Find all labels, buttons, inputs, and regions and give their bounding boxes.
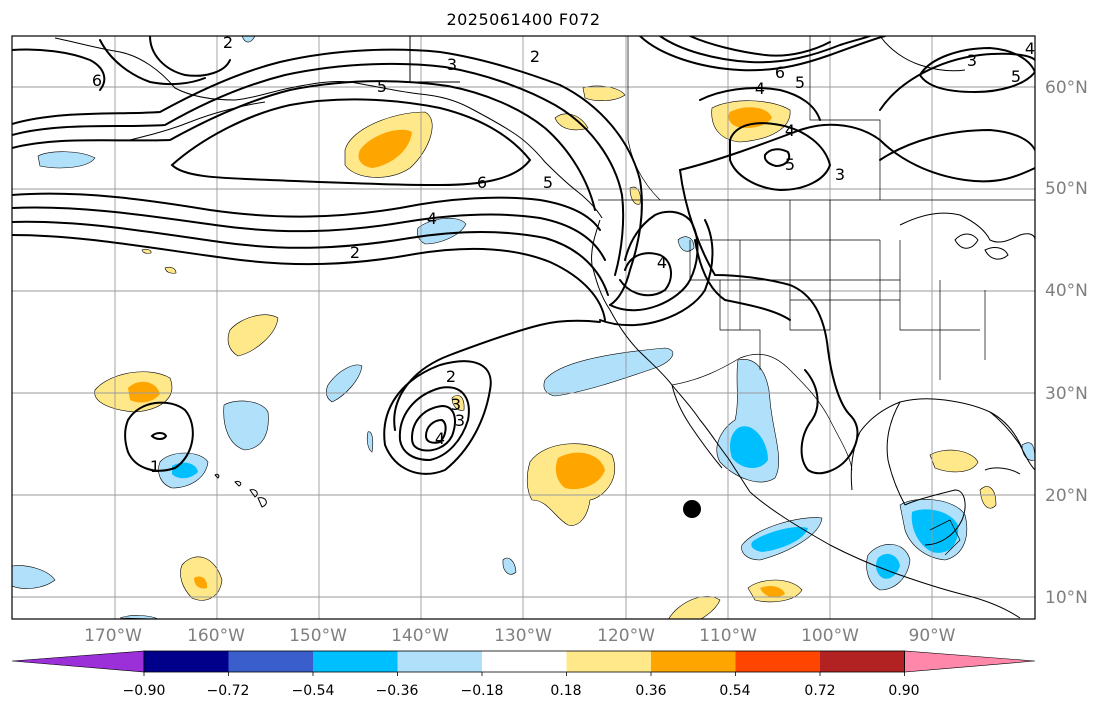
map-frame <box>11 35 1036 620</box>
lon-label: 120°W <box>597 626 655 646</box>
positive-anomaly-strong <box>194 576 208 589</box>
colorbar-tick-label: 0.90 <box>888 683 920 699</box>
contour-label: 4 <box>1025 39 1035 58</box>
anomaly-shading <box>12 36 1035 619</box>
contour-label: 3 <box>967 51 977 70</box>
contour-label: 4 <box>755 79 765 98</box>
positive-anomaly <box>582 85 626 101</box>
lat-label: 10°N <box>1045 588 1088 608</box>
lat-label: 60°N <box>1045 78 1088 98</box>
lon-label: 150°W <box>289 626 347 646</box>
lon-label: 140°W <box>391 626 449 646</box>
contour-label: 4 <box>435 429 445 448</box>
negative-anomaly <box>502 557 517 575</box>
colorbar-tick-label: −0.18 <box>460 683 504 699</box>
contour-lines <box>12 36 1035 475</box>
contour-label: 6 <box>775 63 785 82</box>
contour-label: 5 <box>543 173 553 192</box>
contour-label: 6 <box>92 71 102 90</box>
contour-label: 3 <box>455 411 465 430</box>
negative-anomaly-strong <box>751 526 808 552</box>
lon-label: 90°W <box>908 626 956 646</box>
positive-anomaly <box>164 266 177 274</box>
contour-label: 4 <box>785 121 795 140</box>
negative-anomaly <box>543 347 674 397</box>
positive-anomaly <box>227 314 279 357</box>
contour-label: 4 <box>657 253 667 272</box>
positive-anomaly-strong <box>358 129 412 168</box>
lat-label: 20°N <box>1045 486 1088 506</box>
positive-anomaly-strong <box>555 452 605 490</box>
colorbar-tick-label: 0.36 <box>635 683 667 699</box>
positive-anomaly <box>929 449 979 473</box>
negative-anomaly <box>223 400 269 451</box>
colorbar-tick-label: 0.54 <box>719 683 751 699</box>
negative-anomaly <box>366 431 374 453</box>
contour-label: 3 <box>447 55 457 74</box>
colorbar <box>11 650 1036 676</box>
colorbar-bin <box>651 651 736 672</box>
colorbar-outline <box>143 650 905 673</box>
colorbar-bin <box>482 651 567 672</box>
lat-label: 40°N <box>1045 281 1088 301</box>
lon-label: 160°W <box>187 626 245 646</box>
contour-label: 2 <box>446 367 456 386</box>
positive-anomaly <box>668 596 721 619</box>
positive-anomaly-strong <box>760 586 785 598</box>
contour-label: 4 <box>427 209 437 228</box>
contour-label: 2 <box>530 47 540 66</box>
lat-label: 30°N <box>1045 384 1088 404</box>
colorbar-tick-label: −0.90 <box>122 683 166 699</box>
negative-anomaly <box>37 151 96 169</box>
colorbar-tick-label: −0.54 <box>291 683 335 699</box>
contour-label: 5 <box>785 155 795 174</box>
coastlines <box>54 36 1035 619</box>
contour-label: 3 <box>451 395 461 414</box>
colorbar-bin <box>735 651 820 672</box>
negative-anomaly-strong <box>911 509 959 553</box>
colorbar-bin <box>566 651 651 672</box>
contour-label: 5 <box>377 77 387 96</box>
colorbar-tick-label: −0.36 <box>375 683 419 699</box>
colorbar-bin <box>144 651 229 672</box>
contour-label: 1 <box>150 457 160 476</box>
contour-label: 5 <box>795 73 805 92</box>
contour-label: 5 <box>1011 67 1021 86</box>
negative-anomaly-strong <box>730 426 768 469</box>
colorbar-bin <box>313 651 398 672</box>
lon-label: 170°W <box>84 626 142 646</box>
colorbar-tick-label: −0.72 <box>206 683 250 699</box>
location-marker <box>683 500 701 518</box>
lat-label: 50°N <box>1045 179 1088 199</box>
positive-anomaly <box>451 395 465 411</box>
negative-anomaly <box>12 565 56 589</box>
lon-label: 100°W <box>801 626 859 646</box>
contour-label: 2 <box>350 243 360 262</box>
colorbar-bin <box>397 651 482 672</box>
lon-label: 110°W <box>699 626 757 646</box>
positive-anomaly <box>554 113 589 131</box>
colorbar-over-triangle <box>904 650 1036 673</box>
positive-anomaly <box>141 248 152 254</box>
political-borders <box>598 36 1035 556</box>
contour-label: 3 <box>835 165 845 184</box>
contour-labels: 2 3 2 6 5 4 5 6 4 5 3 4 3 5 5 6 4 2 4 3 … <box>92 33 1035 476</box>
lon-label: 130°W <box>494 626 552 646</box>
colorbar-bin <box>228 651 313 672</box>
positive-anomaly-strong <box>128 381 160 403</box>
chart-title: 2025061400 F072 <box>446 10 601 29</box>
colorbar-under-triangle <box>11 650 145 673</box>
contour-label: 6 <box>477 173 487 192</box>
colorbar-tick-label: 0.18 <box>550 683 582 699</box>
colorbar-bin <box>820 651 905 672</box>
colorbar-tick-label: 0.72 <box>804 683 836 699</box>
positive-anomaly <box>979 486 997 509</box>
contour-label: 2 <box>223 33 233 52</box>
